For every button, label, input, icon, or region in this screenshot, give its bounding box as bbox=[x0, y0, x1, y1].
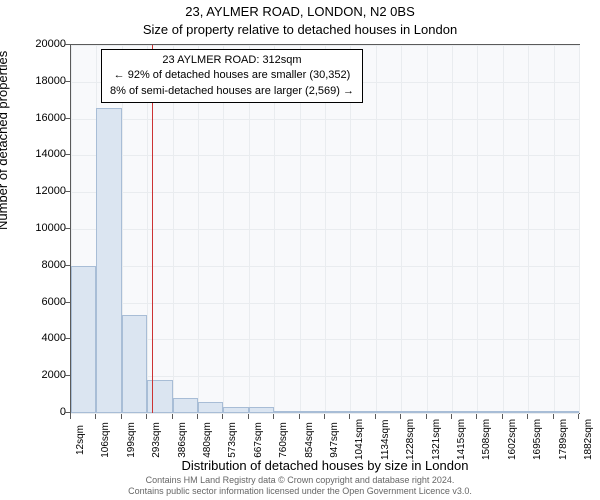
gridline-h bbox=[71, 413, 579, 414]
histogram-bar bbox=[503, 411, 528, 413]
y-tick-label: 10000 bbox=[16, 222, 66, 234]
x-tick-label: 1882sqm bbox=[583, 420, 594, 460]
gridline-v bbox=[579, 45, 580, 413]
footer-attribution: Contains HM Land Registry data © Crown c… bbox=[0, 475, 600, 497]
gridline-v bbox=[503, 45, 504, 413]
histogram-bar bbox=[528, 411, 553, 413]
x-tick-mark bbox=[197, 414, 198, 419]
x-tick-mark bbox=[426, 414, 427, 419]
x-tick-label: 947sqm bbox=[329, 420, 340, 460]
footer-line2: Contains public sector information licen… bbox=[128, 486, 472, 496]
x-tick-mark bbox=[502, 414, 503, 419]
x-tick-label: 386sqm bbox=[177, 420, 188, 460]
x-tick-label: 199sqm bbox=[126, 420, 137, 460]
y-axis-label: Number of detached properties bbox=[0, 51, 10, 230]
x-tick-mark bbox=[121, 414, 122, 419]
x-tick-mark bbox=[70, 414, 71, 419]
x-tick-label: 1695sqm bbox=[532, 420, 543, 460]
y-tick-label: 18000 bbox=[16, 75, 66, 87]
x-axis-label: Distribution of detached houses by size … bbox=[0, 458, 600, 473]
histogram-bar bbox=[249, 407, 274, 413]
x-tick-mark bbox=[222, 414, 223, 419]
y-tick-label: 6000 bbox=[16, 296, 66, 308]
gridline-v bbox=[477, 45, 478, 413]
gridline-v bbox=[528, 45, 529, 413]
x-tick-mark bbox=[527, 414, 528, 419]
y-tick-label: 4000 bbox=[16, 332, 66, 344]
gridline-v bbox=[554, 45, 555, 413]
y-tick-label: 14000 bbox=[16, 148, 66, 160]
x-tick-mark bbox=[146, 414, 147, 419]
y-tick-label: 2000 bbox=[16, 369, 66, 381]
annotation-larger-pct: 8% of semi-detached houses are larger (2… bbox=[110, 84, 354, 99]
x-tick-label: 1041sqm bbox=[354, 420, 365, 460]
histogram-bar bbox=[477, 411, 502, 413]
x-tick-mark bbox=[324, 414, 325, 419]
x-tick-mark bbox=[172, 414, 173, 419]
x-tick-label: 854sqm bbox=[304, 420, 315, 460]
x-tick-label: 1228sqm bbox=[405, 420, 416, 460]
histogram-bar bbox=[554, 411, 579, 413]
gridline-v bbox=[376, 45, 377, 413]
x-tick-mark bbox=[476, 414, 477, 419]
histogram-bar bbox=[452, 411, 477, 413]
x-tick-mark bbox=[578, 414, 579, 419]
histogram-bar bbox=[401, 411, 426, 413]
x-tick-mark bbox=[299, 414, 300, 419]
x-tick-label: 12sqm bbox=[75, 420, 86, 460]
histogram-bar bbox=[198, 402, 223, 413]
x-tick-label: 480sqm bbox=[202, 420, 213, 460]
x-tick-mark bbox=[553, 414, 554, 419]
y-tick-label: 0 bbox=[16, 406, 66, 418]
x-tick-label: 760sqm bbox=[278, 420, 289, 460]
gridline-v bbox=[401, 45, 402, 413]
histogram-bar bbox=[71, 266, 96, 413]
x-tick-label: 573sqm bbox=[227, 420, 238, 460]
histogram-bar bbox=[173, 398, 198, 413]
annotation-smaller-pct: ← 92% of detached houses are smaller (30… bbox=[110, 68, 354, 83]
histogram-bar bbox=[223, 407, 248, 413]
x-tick-mark bbox=[273, 414, 274, 419]
chart-container: 23, AYLMER ROAD, LONDON, N2 0BS Size of … bbox=[0, 0, 600, 500]
histogram-bar bbox=[350, 411, 375, 413]
gridline-v bbox=[427, 45, 428, 413]
histogram-bar bbox=[122, 315, 147, 413]
address-title: 23, AYLMER ROAD, LONDON, N2 0BS bbox=[0, 4, 600, 19]
chart-subtitle: Size of property relative to detached ho… bbox=[0, 22, 600, 37]
histogram-bar bbox=[147, 380, 172, 413]
gridline-v bbox=[452, 45, 453, 413]
plot-area: 23 AYLMER ROAD: 312sqm← 92% of detached … bbox=[70, 44, 580, 414]
x-tick-mark bbox=[349, 414, 350, 419]
histogram-bar bbox=[325, 411, 350, 413]
x-tick-mark bbox=[375, 414, 376, 419]
x-tick-label: 106sqm bbox=[100, 420, 111, 460]
x-tick-mark bbox=[451, 414, 452, 419]
x-tick-mark bbox=[248, 414, 249, 419]
histogram-bar bbox=[376, 411, 401, 413]
y-tick-label: 8000 bbox=[16, 259, 66, 271]
plot-inner: 23 AYLMER ROAD: 312sqm← 92% of detached … bbox=[71, 45, 579, 413]
histogram-bar bbox=[96, 108, 121, 413]
annotation-property-size: 23 AYLMER ROAD: 312sqm bbox=[110, 53, 354, 68]
footer-line1: Contains HM Land Registry data © Crown c… bbox=[146, 475, 455, 485]
histogram-bar bbox=[274, 411, 299, 413]
x-tick-label: 1789sqm bbox=[558, 420, 569, 460]
x-tick-label: 667sqm bbox=[253, 420, 264, 460]
histogram-bar bbox=[300, 411, 325, 413]
x-tick-label: 1508sqm bbox=[481, 420, 492, 460]
x-tick-mark bbox=[95, 414, 96, 419]
x-tick-mark bbox=[400, 414, 401, 419]
y-tick-label: 16000 bbox=[16, 112, 66, 124]
x-tick-label: 1602sqm bbox=[507, 420, 518, 460]
x-tick-label: 1415sqm bbox=[456, 420, 467, 460]
histogram-bar bbox=[427, 411, 452, 413]
x-tick-label: 293sqm bbox=[151, 420, 162, 460]
x-tick-label: 1134sqm bbox=[380, 420, 391, 460]
y-tick-label: 12000 bbox=[16, 185, 66, 197]
annotation-callout: 23 AYLMER ROAD: 312sqm← 92% of detached … bbox=[101, 49, 363, 103]
x-tick-label: 1321sqm bbox=[431, 420, 442, 460]
y-tick-label: 20000 bbox=[16, 38, 66, 50]
